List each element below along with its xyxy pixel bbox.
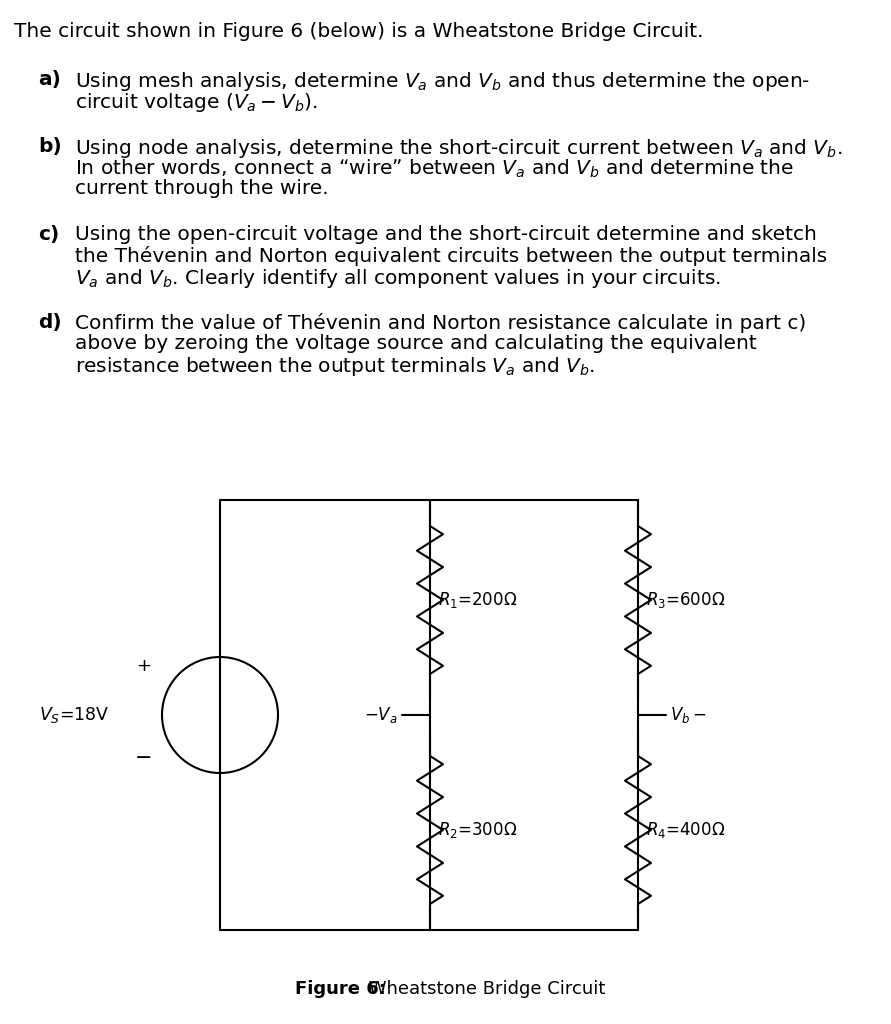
Text: $V_b-$: $V_b-$: [670, 705, 707, 725]
Text: The circuit shown in Figure 6 (below) is a Wheatstone Bridge Circuit.: The circuit shown in Figure 6 (below) is…: [14, 22, 704, 41]
Text: $R_4$=400$\Omega$: $R_4$=400$\Omega$: [646, 820, 725, 840]
Text: In other words, connect a “wire” between $V_a$ and $V_b$ and determine the: In other words, connect a “wire” between…: [75, 158, 794, 180]
Text: Figure 6:: Figure 6:: [295, 980, 386, 998]
Text: b): b): [38, 137, 61, 156]
Text: Using the open-circuit voltage and the short-circuit determine and sketch: Using the open-circuit voltage and the s…: [75, 225, 817, 244]
Text: the Thévenin and Norton equivalent circuits between the output terminals: the Thévenin and Norton equivalent circu…: [75, 246, 827, 266]
Text: Confirm the value of Thévenin and Norton resistance calculate in part c): Confirm the value of Thévenin and Norton…: [75, 313, 806, 333]
Text: above by zeroing the voltage source and calculating the equivalent: above by zeroing the voltage source and …: [75, 334, 756, 353]
Text: d): d): [38, 313, 61, 332]
Text: Wheatstone Bridge Circuit: Wheatstone Bridge Circuit: [363, 980, 605, 998]
Text: current through the wire.: current through the wire.: [75, 179, 329, 198]
Text: resistance between the output terminals $V_a$ and $V_b$.: resistance between the output terminals …: [75, 355, 595, 378]
Text: −: −: [135, 749, 152, 768]
Text: $-V_a$: $-V_a$: [364, 705, 398, 725]
Text: +: +: [136, 656, 151, 675]
Text: Using mesh analysis, determine $V_a$ and $V_b$ and thus determine the open-: Using mesh analysis, determine $V_a$ and…: [75, 70, 810, 92]
Text: $V_a$ and $V_b$. Clearly identify all component values in your circuits.: $V_a$ and $V_b$. Clearly identify all co…: [75, 267, 721, 290]
Text: $V_S$=18V: $V_S$=18V: [39, 705, 110, 725]
Text: $R_1$=200$\Omega$: $R_1$=200$\Omega$: [438, 590, 518, 610]
Text: c): c): [38, 225, 59, 244]
Text: $R_2$=300$\Omega$: $R_2$=300$\Omega$: [438, 820, 518, 840]
Text: a): a): [38, 70, 61, 89]
Text: $R_3$=600$\Omega$: $R_3$=600$\Omega$: [646, 590, 725, 610]
Text: Using node analysis, determine the short-circuit current between $V_a$ and $V_b$: Using node analysis, determine the short…: [75, 137, 842, 160]
Text: circuit voltage $(V_a - V_b)$.: circuit voltage $(V_a - V_b)$.: [75, 90, 318, 114]
